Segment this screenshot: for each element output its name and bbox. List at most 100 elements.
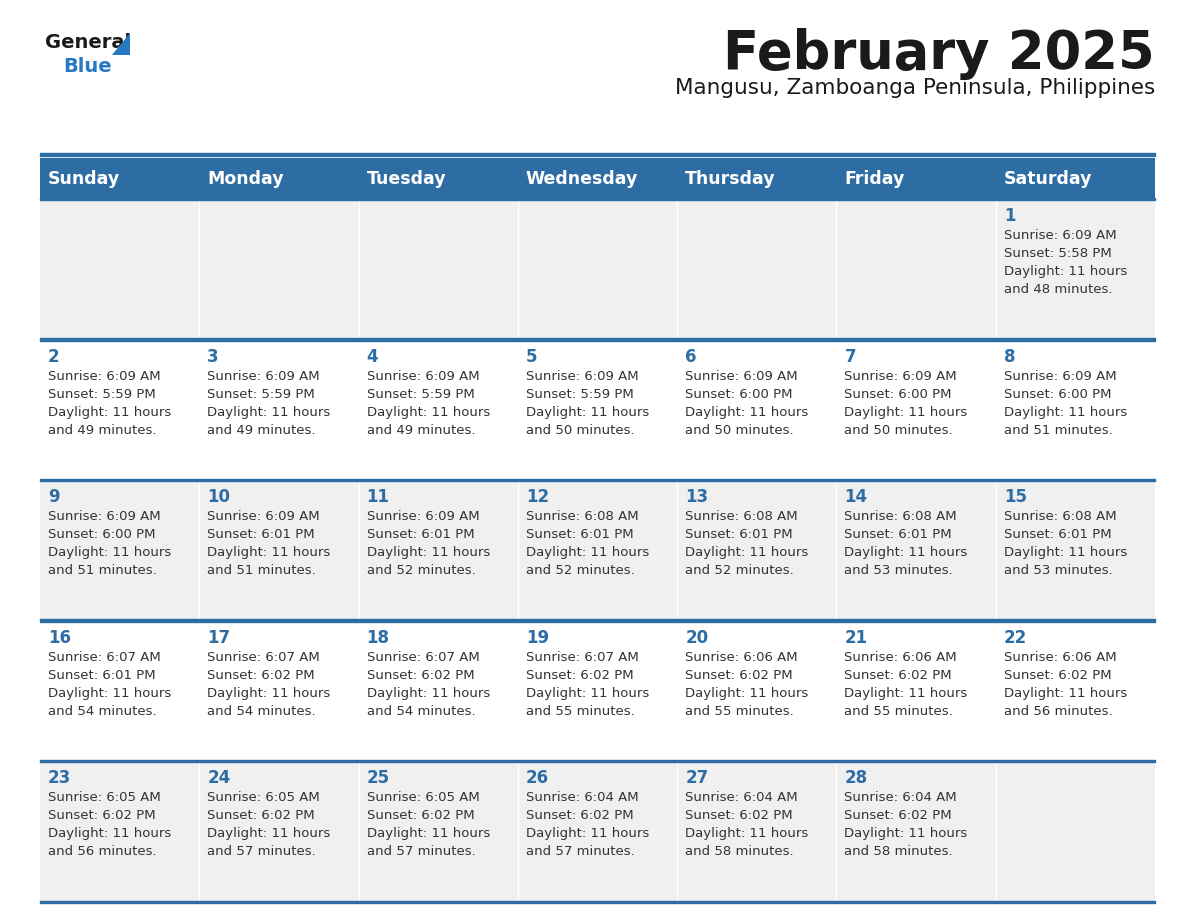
Text: Sunset: 6:01 PM: Sunset: 6:01 PM [207, 528, 315, 542]
Text: Daylight: 11 hours: Daylight: 11 hours [367, 687, 489, 700]
Text: 28: 28 [845, 769, 867, 788]
Text: and 49 minutes.: and 49 minutes. [367, 423, 475, 437]
Text: Blue: Blue [63, 57, 112, 76]
Text: and 52 minutes.: and 52 minutes. [526, 565, 634, 577]
Text: Sunset: 6:02 PM: Sunset: 6:02 PM [367, 669, 474, 682]
Text: 15: 15 [1004, 488, 1026, 506]
Text: Sunrise: 6:07 AM: Sunrise: 6:07 AM [48, 651, 160, 664]
Text: 8: 8 [1004, 348, 1016, 365]
Bar [677, 158, 836, 200]
Text: Daylight: 11 hours: Daylight: 11 hours [207, 546, 330, 559]
Text: Sunrise: 6:08 AM: Sunrise: 6:08 AM [685, 510, 798, 523]
Text: Daylight: 11 hours: Daylight: 11 hours [685, 546, 808, 559]
Text: Sunrise: 6:07 AM: Sunrise: 6:07 AM [367, 651, 479, 664]
Text: Daylight: 11 hours: Daylight: 11 hours [685, 406, 808, 419]
Text: 17: 17 [207, 629, 230, 647]
Text: and 51 minutes.: and 51 minutes. [207, 565, 316, 577]
Text: Daylight: 11 hours: Daylight: 11 hours [48, 406, 171, 419]
Text: Sunset: 6:02 PM: Sunset: 6:02 PM [526, 810, 633, 823]
Bar [836, 158, 996, 200]
Bar [40, 763, 1155, 903]
Text: Sunset: 6:02 PM: Sunset: 6:02 PM [526, 669, 633, 682]
Text: Sunrise: 6:09 AM: Sunrise: 6:09 AM [1004, 370, 1117, 383]
Bar [200, 158, 359, 200]
Text: 23: 23 [48, 769, 71, 788]
Text: 19: 19 [526, 629, 549, 647]
Text: Daylight: 11 hours: Daylight: 11 hours [526, 406, 649, 419]
Text: 12: 12 [526, 488, 549, 506]
Text: and 57 minutes.: and 57 minutes. [367, 845, 475, 858]
Text: Sunrise: 6:06 AM: Sunrise: 6:06 AM [1004, 651, 1117, 664]
Text: Sunset: 6:01 PM: Sunset: 6:01 PM [1004, 528, 1111, 542]
Text: 5: 5 [526, 348, 537, 365]
Text: 27: 27 [685, 769, 708, 788]
Text: Daylight: 11 hours: Daylight: 11 hours [207, 687, 330, 700]
Text: Sunset: 6:01 PM: Sunset: 6:01 PM [48, 669, 156, 682]
Text: 1: 1 [1004, 207, 1016, 225]
Text: and 51 minutes.: and 51 minutes. [48, 565, 157, 577]
Text: and 56 minutes.: and 56 minutes. [48, 845, 157, 858]
Text: 7: 7 [845, 348, 857, 365]
Text: Sunrise: 6:09 AM: Sunrise: 6:09 AM [367, 370, 479, 383]
Text: Sunrise: 6:05 AM: Sunrise: 6:05 AM [48, 791, 160, 804]
Text: Daylight: 11 hours: Daylight: 11 hours [685, 827, 808, 840]
Text: Sunrise: 6:04 AM: Sunrise: 6:04 AM [685, 791, 798, 804]
Text: Sunrise: 6:09 AM: Sunrise: 6:09 AM [845, 370, 958, 383]
Polygon shape [112, 33, 129, 55]
Text: and 52 minutes.: and 52 minutes. [685, 565, 794, 577]
Text: Sunrise: 6:09 AM: Sunrise: 6:09 AM [48, 370, 160, 383]
Text: Sunday: Sunday [48, 170, 120, 188]
Text: Tuesday: Tuesday [367, 170, 447, 188]
Text: Sunrise: 6:09 AM: Sunrise: 6:09 AM [207, 510, 320, 523]
Text: Sunrise: 6:09 AM: Sunrise: 6:09 AM [526, 370, 638, 383]
Text: and 56 minutes.: and 56 minutes. [1004, 705, 1112, 718]
Text: Sunset: 6:02 PM: Sunset: 6:02 PM [48, 810, 156, 823]
Bar [40, 621, 1155, 763]
Text: and 50 minutes.: and 50 minutes. [526, 423, 634, 437]
Text: Wednesday: Wednesday [526, 170, 638, 188]
Text: February 2025: February 2025 [723, 28, 1155, 80]
Text: Sunrise: 6:06 AM: Sunrise: 6:06 AM [845, 651, 958, 664]
Text: 13: 13 [685, 488, 708, 506]
Text: and 57 minutes.: and 57 minutes. [526, 845, 634, 858]
Text: 10: 10 [207, 488, 230, 506]
Text: Sunrise: 6:08 AM: Sunrise: 6:08 AM [845, 510, 958, 523]
Text: and 48 minutes.: and 48 minutes. [1004, 283, 1112, 296]
Text: Daylight: 11 hours: Daylight: 11 hours [48, 827, 171, 840]
Text: Sunrise: 6:07 AM: Sunrise: 6:07 AM [526, 651, 639, 664]
Text: Sunset: 6:01 PM: Sunset: 6:01 PM [845, 528, 952, 542]
Text: Daylight: 11 hours: Daylight: 11 hours [1004, 546, 1127, 559]
Bar [518, 158, 677, 200]
Text: and 53 minutes.: and 53 minutes. [1004, 565, 1112, 577]
Text: Daylight: 11 hours: Daylight: 11 hours [48, 687, 171, 700]
Text: Sunrise: 6:09 AM: Sunrise: 6:09 AM [685, 370, 798, 383]
Text: 9: 9 [48, 488, 59, 506]
Text: Daylight: 11 hours: Daylight: 11 hours [1004, 687, 1127, 700]
Text: Daylight: 11 hours: Daylight: 11 hours [845, 546, 968, 559]
Text: and 50 minutes.: and 50 minutes. [685, 423, 794, 437]
Text: Monday: Monday [207, 170, 284, 188]
Text: Sunset: 6:01 PM: Sunset: 6:01 PM [685, 528, 792, 542]
Text: 25: 25 [367, 769, 390, 788]
Text: and 54 minutes.: and 54 minutes. [48, 705, 157, 718]
Text: 2: 2 [48, 348, 59, 365]
Text: 22: 22 [1004, 629, 1026, 647]
Text: and 51 minutes.: and 51 minutes. [1004, 423, 1112, 437]
Text: Mangusu, Zamboanga Peninsula, Philippines: Mangusu, Zamboanga Peninsula, Philippine… [675, 78, 1155, 98]
Text: Sunset: 5:59 PM: Sunset: 5:59 PM [526, 387, 633, 400]
Text: 24: 24 [207, 769, 230, 788]
Text: Sunrise: 6:05 AM: Sunrise: 6:05 AM [367, 791, 479, 804]
Text: Daylight: 11 hours: Daylight: 11 hours [685, 687, 808, 700]
Text: Daylight: 11 hours: Daylight: 11 hours [1004, 406, 1127, 419]
Text: 4: 4 [367, 348, 378, 365]
Text: Sunrise: 6:08 AM: Sunrise: 6:08 AM [1004, 510, 1117, 523]
Text: Sunset: 6:01 PM: Sunset: 6:01 PM [526, 528, 633, 542]
Text: and 49 minutes.: and 49 minutes. [207, 423, 316, 437]
Text: Sunset: 5:58 PM: Sunset: 5:58 PM [1004, 247, 1112, 260]
Text: Daylight: 11 hours: Daylight: 11 hours [526, 546, 649, 559]
Text: 14: 14 [845, 488, 867, 506]
Text: and 57 minutes.: and 57 minutes. [207, 845, 316, 858]
Text: Daylight: 11 hours: Daylight: 11 hours [48, 546, 171, 559]
Text: Sunset: 6:02 PM: Sunset: 6:02 PM [685, 669, 792, 682]
Text: 11: 11 [367, 488, 390, 506]
